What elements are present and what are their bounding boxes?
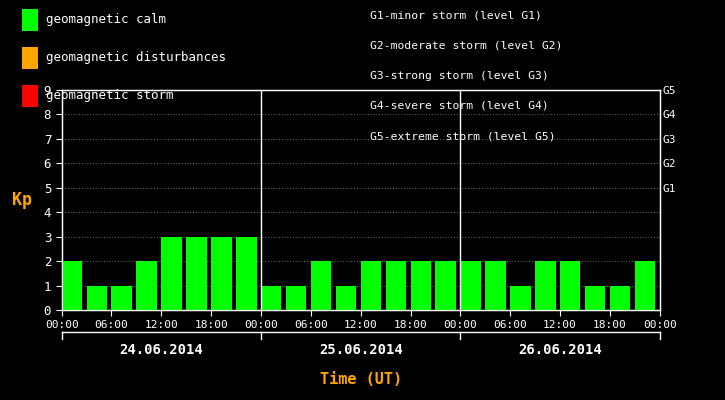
Bar — [261, 286, 281, 310]
Bar — [410, 261, 431, 310]
Bar — [585, 286, 605, 310]
Text: geomagnetic calm: geomagnetic calm — [46, 14, 167, 26]
Text: 26.06.2014: 26.06.2014 — [518, 343, 602, 357]
Bar — [186, 237, 207, 310]
Bar — [610, 286, 630, 310]
Bar — [535, 261, 555, 310]
Text: G1-minor storm (level G1): G1-minor storm (level G1) — [370, 11, 542, 21]
Text: 25.06.2014: 25.06.2014 — [319, 343, 402, 357]
Text: G5-extreme storm (level G5): G5-extreme storm (level G5) — [370, 131, 555, 141]
Bar — [211, 237, 231, 310]
Bar — [360, 261, 381, 310]
Bar — [660, 261, 680, 310]
Text: geomagnetic storm: geomagnetic storm — [46, 90, 174, 102]
Text: Time (UT): Time (UT) — [320, 372, 402, 388]
Bar — [311, 261, 331, 310]
Bar — [236, 237, 257, 310]
Bar — [635, 261, 655, 310]
Bar — [436, 261, 456, 310]
Text: geomagnetic disturbances: geomagnetic disturbances — [46, 52, 226, 64]
Bar — [286, 286, 307, 310]
Bar — [510, 286, 531, 310]
Bar — [86, 286, 107, 310]
Text: G2-moderate storm (level G2): G2-moderate storm (level G2) — [370, 41, 563, 51]
Bar — [485, 261, 506, 310]
Bar — [460, 261, 481, 310]
Bar — [161, 237, 182, 310]
Bar — [560, 261, 581, 310]
Bar — [386, 261, 406, 310]
Text: 24.06.2014: 24.06.2014 — [120, 343, 203, 357]
Text: G4-severe storm (level G4): G4-severe storm (level G4) — [370, 101, 549, 111]
Text: Kp: Kp — [12, 191, 32, 209]
Text: G3-strong storm (level G3): G3-strong storm (level G3) — [370, 71, 549, 81]
Bar — [136, 261, 157, 310]
Bar — [336, 286, 356, 310]
Bar — [112, 286, 132, 310]
Bar — [62, 261, 82, 310]
